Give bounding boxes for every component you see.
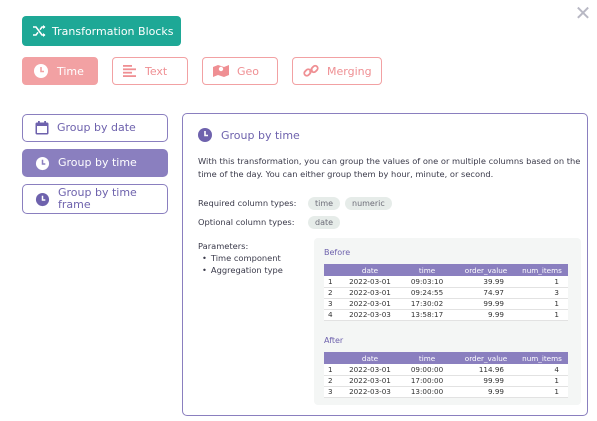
table-cell: 1	[516, 276, 568, 288]
table-cell: 4	[324, 309, 342, 321]
table-cell: 2022-03-01	[342, 298, 398, 310]
before-table: date time order_value num_items 1 2022-0…	[324, 264, 568, 321]
column-header: order_value	[456, 352, 516, 364]
parameters-label: Parameters:	[198, 241, 249, 251]
column-header: date	[342, 352, 398, 364]
table-cell: 1	[516, 298, 568, 310]
example-box: Before date time order_value num_items 1…	[314, 238, 581, 405]
table-row: 2 2022-03-01 09:24:55 74.97 3	[324, 287, 568, 299]
table-cell: 74.97	[456, 287, 516, 299]
table-cell: 1	[324, 276, 342, 288]
sidebar-item-label: Group by date	[57, 121, 136, 134]
clock-icon	[35, 192, 50, 207]
table-cell: 39.99	[456, 276, 516, 288]
clock-icon	[35, 156, 50, 171]
table-row: 1 2022-03-01 09:00:00 114.96 4	[324, 364, 568, 376]
sidebar-item-group-by-time[interactable]: Group by time	[22, 149, 168, 177]
table-cell: 99.99	[456, 298, 516, 310]
tab-time-label: Time	[57, 64, 84, 78]
panel-title: Group by time	[197, 127, 300, 143]
after-title: After	[324, 336, 344, 345]
table-cell: 17:30:02	[398, 298, 456, 310]
sidebar-item-label: Group by time frame	[58, 186, 137, 211]
table-cell: 9.99	[456, 309, 516, 321]
table-cell: 09:00:00	[398, 364, 456, 376]
type-chip: numeric	[345, 197, 392, 210]
table-cell: 3	[324, 386, 342, 398]
clock-icon	[197, 127, 213, 143]
transformation-blocks-label: Transformation Blocks	[52, 24, 174, 38]
table-cell: 2022-03-03	[342, 309, 398, 321]
transformation-detail-panel: Group by time With this transformation, …	[182, 113, 588, 416]
before-title: Before	[324, 248, 351, 257]
table-row: 3 2022-03-03 13:00:00 9.99 1	[324, 386, 568, 398]
column-header: time	[398, 264, 456, 276]
type-chip: date	[308, 216, 341, 229]
table-cell: 1	[516, 386, 568, 398]
table-cell: 3	[516, 287, 568, 299]
map-icon	[213, 64, 229, 78]
shuffle-icon	[33, 25, 46, 37]
column-header: num_items	[516, 264, 568, 276]
link-icon	[303, 63, 319, 79]
clock-icon	[33, 63, 49, 79]
optional-types-label: Optional column types:	[198, 217, 295, 227]
text-lines-icon	[123, 65, 137, 77]
tab-geo[interactable]: Geo	[202, 57, 278, 85]
table-cell: 1	[516, 375, 568, 387]
table-cell: 13:00:00	[398, 386, 456, 398]
required-types-label: Required column types:	[198, 198, 297, 208]
table-cell: 3	[324, 298, 342, 310]
table-row: 4 2022-03-03 13:58:17 9.99 1	[324, 309, 568, 321]
panel-description: With this transformation, you can group …	[198, 156, 581, 179]
table-cell: 09:03:10	[398, 276, 456, 288]
column-header: num_items	[516, 352, 568, 364]
transformation-blocks-button[interactable]: Transformation Blocks	[22, 16, 181, 46]
table-cell: 2	[324, 287, 342, 299]
table-cell: 4	[516, 364, 568, 376]
table-cell: 2022-03-01	[342, 287, 398, 299]
sidebar-item-label: Group by time	[58, 156, 137, 169]
table-cell: 2022-03-01	[342, 364, 398, 376]
tab-text-label: Text	[145, 64, 168, 78]
table-header-row: date time order_value num_items	[324, 352, 568, 364]
table-cell: 1	[324, 364, 342, 376]
tab-merging-label: Merging	[327, 64, 372, 78]
table-cell: 2	[324, 375, 342, 387]
table-cell: 114.96	[456, 364, 516, 376]
after-table: date time order_value num_items 1 2022-0…	[324, 352, 568, 398]
column-header: order_value	[456, 264, 516, 276]
table-row: 1 2022-03-01 09:03:10 39.99 1	[324, 276, 568, 288]
column-header	[324, 352, 342, 364]
parameter-item: Aggregation type	[202, 264, 283, 276]
table-cell: 2022-03-01	[342, 276, 398, 288]
tab-geo-label: Geo	[237, 64, 260, 78]
panel-title-label: Group by time	[221, 128, 300, 142]
close-icon[interactable]: ✕	[574, 1, 592, 25]
table-cell: 9.99	[456, 386, 516, 398]
type-chip: time	[308, 197, 341, 210]
tab-merging[interactable]: Merging	[292, 57, 382, 85]
sidebar-item-group-by-date[interactable]: Group by date	[22, 114, 168, 142]
table-cell: 17:00:00	[398, 375, 456, 387]
table-header-row: date time order_value num_items	[324, 264, 568, 276]
calendar-icon	[35, 121, 49, 135]
table-cell: 99.99	[456, 375, 516, 387]
column-header	[324, 264, 342, 276]
parameters-section: Parameters: Time component Aggregation t…	[198, 240, 283, 276]
tab-time[interactable]: Time	[22, 57, 98, 85]
tab-text[interactable]: Text	[112, 57, 188, 85]
table-cell: 09:24:55	[398, 287, 456, 299]
column-header: date	[342, 264, 398, 276]
table-cell: 2022-03-01	[342, 375, 398, 387]
table-row: 3 2022-03-01 17:30:02 99.99 1	[324, 298, 568, 310]
table-cell: 2022-03-03	[342, 386, 398, 398]
column-header: time	[398, 352, 456, 364]
parameter-item: Time component	[202, 252, 283, 264]
table-cell: 1	[516, 309, 568, 321]
table-row: 2 2022-03-01 17:00:00 99.99 1	[324, 375, 568, 387]
sidebar-item-group-by-time-frame[interactable]: Group by time frame	[22, 184, 168, 214]
table-cell: 13:58:17	[398, 309, 456, 321]
